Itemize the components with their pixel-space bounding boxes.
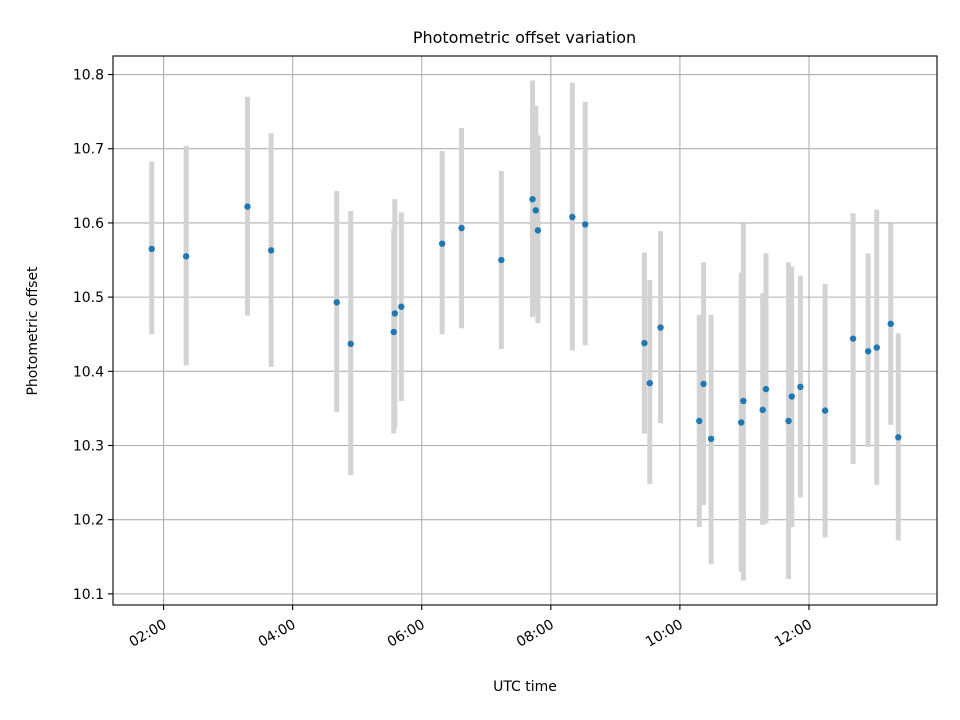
y-tick-label: 10.5 [73, 290, 104, 306]
x-tick-label: 12:00 [772, 617, 815, 651]
data-point [849, 335, 857, 342]
data-markers [148, 195, 902, 443]
data-point [646, 379, 653, 387]
data-point [788, 393, 795, 400]
data-point [887, 320, 894, 328]
y-axis-ticks: 10.1 10.2 10.3 10.4 10.5 10.6 10.7 10.8 [73, 68, 113, 603]
y-tick-label: 10.3 [73, 438, 104, 454]
data-point [534, 227, 542, 234]
x-tick-label: 10:00 [643, 617, 686, 651]
data-point [347, 340, 354, 348]
y-tick-label: 10.2 [73, 513, 104, 529]
data-point [267, 247, 275, 254]
grid-lines [113, 56, 937, 605]
data-point [740, 397, 747, 405]
data-point [873, 344, 880, 351]
data-point [391, 310, 399, 317]
data-point [390, 328, 397, 336]
data-point [333, 299, 340, 306]
data-point [458, 224, 465, 232]
x-axis-label: UTC time [493, 679, 557, 695]
data-point [582, 221, 589, 228]
data-point [738, 419, 745, 426]
y-tick-label: 10.6 [73, 216, 104, 232]
error-bars [149, 80, 901, 581]
x-tick-label: 06:00 [385, 617, 428, 651]
y-tick-label: 10.1 [73, 587, 104, 603]
x-axis-ticks: 02:00 04:00 06:00 08:00 10:00 12:00 [127, 605, 815, 651]
y-tick-label: 10.4 [73, 364, 104, 380]
data-point [707, 435, 715, 443]
data-point [569, 213, 576, 221]
data-point [438, 240, 446, 247]
data-point [182, 253, 190, 260]
data-point [657, 324, 664, 331]
data-point [529, 195, 536, 203]
data-point [696, 417, 703, 425]
y-axis-label: Photometric offset [25, 266, 41, 396]
data-point [398, 303, 405, 310]
data-point [641, 339, 648, 347]
data-point [700, 380, 707, 388]
data-point [797, 383, 804, 391]
y-tick-label: 10.8 [73, 68, 104, 84]
x-tick-label: 08:00 [514, 617, 557, 651]
data-point [532, 207, 539, 214]
x-tick-label: 04:00 [256, 617, 299, 651]
y-tick-label: 10.7 [73, 142, 104, 158]
data-point [762, 385, 770, 393]
data-point [148, 245, 155, 253]
chart-title: Photometric offset variation [413, 28, 636, 47]
data-point [785, 417, 792, 425]
data-point [244, 203, 251, 210]
data-point [498, 256, 505, 264]
plot-area-frame [112, 55, 938, 606]
data-point [821, 407, 829, 414]
data-point [759, 406, 766, 414]
data-point [895, 434, 902, 441]
data-point [864, 348, 872, 355]
x-tick-label: 02:00 [127, 617, 170, 651]
